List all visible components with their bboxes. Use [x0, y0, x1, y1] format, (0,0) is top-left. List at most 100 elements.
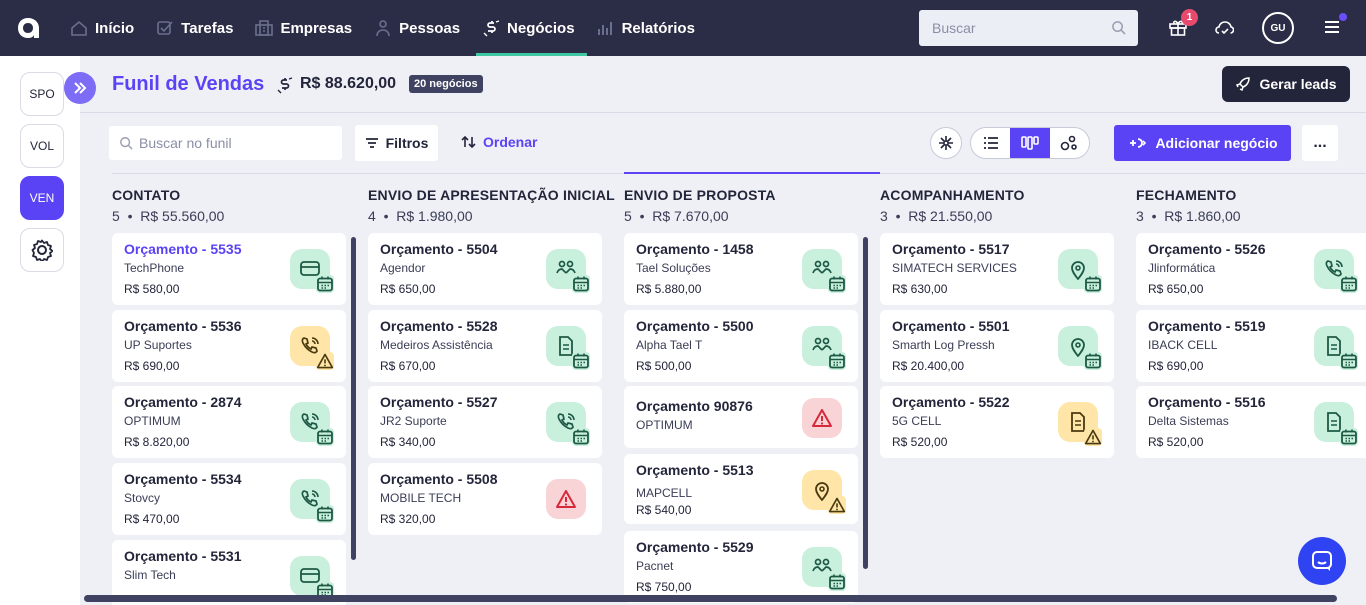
calendar-icon — [1085, 353, 1101, 369]
deal-activity-button[interactable] — [290, 402, 334, 446]
gerar-leads-button[interactable]: Gerar leads — [1222, 66, 1350, 102]
kanban-view-button[interactable] — [1010, 128, 1050, 158]
sidebar-item-ven[interactable]: VEN — [20, 176, 64, 220]
document-icon — [559, 336, 573, 356]
sidebar-item-spo[interactable]: SPO — [20, 72, 64, 116]
funnel-search-input[interactable]: Buscar no funil — [109, 126, 342, 160]
freeze-toggle-button[interactable] — [930, 127, 962, 159]
deal-card[interactable]: Orçamento - 5534 Stovcy R$ 470,00 — [112, 463, 346, 535]
deal-card[interactable]: Orçamento - 5531 Slim Tech — [112, 540, 346, 605]
sort-button[interactable]: Ordenar — [461, 134, 537, 150]
nav-empresas[interactable]: Empresas — [253, 0, 360, 56]
deal-activity-button[interactable] — [290, 479, 334, 523]
nav-pessoas[interactable]: Pessoas — [372, 0, 468, 56]
column-name: FECHAMENTO — [1136, 187, 1237, 203]
deal-activity-button[interactable] — [802, 470, 846, 514]
hamburger-menu-icon[interactable] — [1324, 19, 1340, 35]
deal-activity-button[interactable] — [1314, 249, 1358, 293]
user-avatar[interactable]: GU — [1262, 12, 1294, 44]
main-nav: Início Tarefas Empresas Pessoas Negócios Rela… — [68, 0, 715, 56]
warning-icon — [316, 353, 334, 369]
deal-activity-button[interactable] — [290, 249, 334, 293]
deal-activity-button[interactable] — [546, 479, 586, 519]
more-options-button[interactable]: ... — [1302, 125, 1338, 161]
filters-button[interactable]: Filtros — [355, 125, 438, 161]
deal-card[interactable]: Orçamento - 5527 JR2 Suporte R$ 340,00 — [368, 386, 602, 458]
chat-support-button[interactable] — [1298, 537, 1346, 585]
deal-activity-button[interactable] — [546, 402, 590, 446]
deal-card[interactable]: Orçamento - 5500 Alpha Tael T R$ 500,00 — [624, 310, 858, 382]
deal-activity-button[interactable] — [1314, 402, 1358, 446]
deal-activity-button[interactable] — [802, 547, 846, 591]
nav-negocios[interactable]: Negócios — [476, 0, 587, 56]
add-deal-button[interactable]: Adicionar negócio — [1114, 125, 1291, 161]
deal-card[interactable]: Orçamento - 1458 Tael Soluções R$ 5.880,… — [624, 233, 858, 305]
deal-card[interactable]: Orçamento - 5513 MAPCELL R$ 540,00 — [624, 454, 858, 524]
column-name: ENVIO DE APRESENTAÇÃO INICIAL — [368, 187, 615, 203]
column-scrollbar[interactable] — [351, 237, 356, 560]
deal-card[interactable]: Orçamento - 5501 Smarth Log Pressh R$ 20… — [880, 310, 1114, 382]
pin-icon — [1071, 338, 1085, 357]
agendor-logo-icon[interactable] — [14, 12, 42, 44]
rocket-icon — [1236, 77, 1251, 92]
deal-card[interactable]: Orçamento - 5528 Medeiros Assistência R$… — [368, 310, 602, 382]
deal-title: Orçamento - 5522 — [892, 394, 1010, 410]
mail-icon — [300, 261, 320, 276]
board-horizontal-scrollbar[interactable] — [84, 595, 1337, 602]
deal-card[interactable]: Orçamento - 5535 TechPhone R$ 580,00 — [112, 233, 346, 305]
nodes-icon — [1061, 135, 1078, 151]
deal-value: R$ 470,00 — [124, 512, 180, 526]
deal-activity-button[interactable] — [802, 326, 846, 370]
deal-activity-button[interactable] — [1058, 402, 1102, 446]
expand-sidebar-button[interactable] — [64, 72, 96, 104]
deal-card[interactable]: Orçamento - 5519 IBACK CELL R$ 690,00 — [1136, 310, 1366, 382]
deal-card[interactable]: Orçamento 90876 OPTIMUM — [624, 386, 858, 448]
deal-activity-button[interactable] — [1058, 249, 1102, 293]
deal-title[interactable]: Orçamento - 5535 — [124, 241, 242, 257]
warning-icon — [812, 409, 832, 427]
deal-card[interactable]: Orçamento - 5536 UP Suportes R$ 690,00 — [112, 310, 346, 382]
deal-card[interactable]: Orçamento - 2874 OPTIMUM R$ 8.820,00 — [112, 386, 346, 458]
pin-icon — [815, 482, 829, 501]
column-count: 4 — [368, 208, 376, 224]
sort-arrows-icon — [461, 135, 476, 149]
nav-inicio[interactable]: Início — [68, 0, 142, 56]
deal-activity-button[interactable] — [1314, 326, 1358, 370]
deal-card[interactable]: Orçamento - 5508 MOBILE TECH R$ 320,00 — [368, 463, 602, 535]
funnel-sidebar: SPO VOL VEN — [0, 56, 80, 605]
calendar-icon — [829, 353, 845, 369]
deal-activity-button[interactable] — [546, 249, 590, 293]
deal-card[interactable]: Orçamento - 5516 Delta Sistemas R$ 520,0… — [1136, 386, 1366, 458]
deal-card[interactable]: Orçamento - 5526 Jlinformática R$ 650,00 — [1136, 233, 1366, 305]
nav-relatorios[interactable]: Relatórios — [595, 0, 703, 56]
deal-activity-button[interactable] — [290, 556, 334, 600]
deal-value: R$ 750,00 — [636, 580, 692, 594]
sidebar-settings-button[interactable] — [20, 228, 64, 272]
rocket-icon[interactable] — [1214, 18, 1234, 38]
map-view-button[interactable] — [1050, 128, 1089, 158]
nav-tarefas[interactable]: Tarefas — [154, 0, 241, 56]
global-search-input[interactable]: Buscar — [919, 10, 1138, 46]
building-icon — [255, 20, 274, 36]
deal-card[interactable]: Orçamento - 5522 5G CELL R$ 520,00 — [880, 386, 1114, 458]
deal-title: Orçamento - 5534 — [124, 471, 242, 487]
kanban-icon — [1021, 136, 1039, 150]
gift-icon[interactable] — [1168, 17, 1188, 37]
deal-title: Orçamento 90876 — [636, 398, 753, 414]
deal-card[interactable]: Orçamento - 5517 SIMATECH SERVICES R$ 63… — [880, 233, 1114, 305]
deal-activity-button[interactable] — [546, 326, 590, 370]
column-scrollbar[interactable] — [863, 237, 868, 569]
deal-activity-button[interactable] — [1058, 326, 1102, 370]
deal-activity-button[interactable] — [802, 249, 846, 293]
sidebar-item-vol[interactable]: VOL — [20, 124, 64, 168]
deal-value: R$ 540,00 — [636, 503, 692, 517]
deal-card[interactable]: Orçamento - 5504 Agendor R$ 650,00 — [368, 233, 602, 305]
deal-activity-button[interactable] — [290, 326, 334, 370]
deal-company: OPTIMUM — [636, 418, 693, 432]
document-icon — [1071, 412, 1085, 432]
calendar-icon — [317, 429, 333, 445]
deal-card[interactable]: Orçamento - 5529 Pacnet R$ 750,00 — [624, 531, 858, 603]
list-view-button[interactable] — [971, 128, 1010, 158]
phone-icon — [301, 490, 319, 507]
deal-activity-button[interactable] — [802, 398, 842, 438]
